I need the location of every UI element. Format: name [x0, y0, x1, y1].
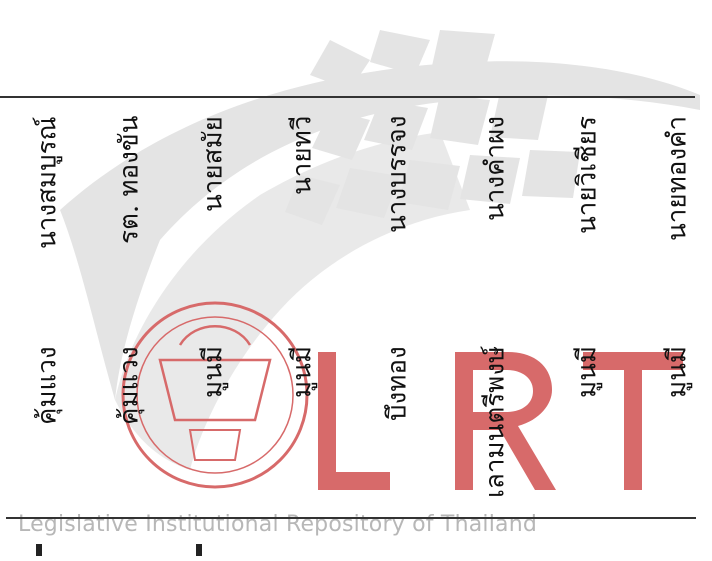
name-cell: นางบรรจง: [382, 116, 413, 234]
table-top-rule: [0, 96, 695, 98]
place-cell: มูนมี: [287, 346, 318, 399]
place-cell: บึงทอง: [382, 346, 413, 421]
watermark-text: Legislative Institutional Repository of …: [18, 512, 538, 537]
table-bottom-rule: [6, 517, 696, 519]
name-cell: รต. ทองขัน: [114, 116, 145, 245]
name-cell: นายสมัย: [198, 116, 229, 212]
watermark-letters: [318, 352, 683, 490]
table-row: คุ้มแวง นางสมบูรณ์: [30, 110, 64, 510]
place-cell: คุ้มแวง: [114, 346, 145, 425]
table-row: มูนมี นายสมัย: [196, 110, 230, 510]
name-cell: นางสมบูรณ์: [32, 116, 63, 249]
place-cell: มูนมี: [572, 346, 603, 399]
table-row: คุ้มแวง รต. ทองขัน: [112, 110, 146, 510]
table-row: บึงทอง นางบรรจง: [380, 110, 414, 510]
name-cell: นายวิเชียร: [572, 116, 603, 234]
watermark-swoosh: [60, 30, 700, 470]
name-cell: นางคำผง: [480, 116, 511, 221]
name-cell: นายทวี: [287, 116, 318, 196]
table-row: มูนมี นายวิเชียร: [570, 110, 604, 510]
table-row: มูนมี นายทองคำ: [660, 110, 694, 510]
emblem-seal: [121, 301, 309, 489]
cropped-text-fragments: [28, 532, 228, 556]
place-cell: คุ้มแวง: [32, 346, 63, 425]
place-cell: เลามนตรีพงษ์: [480, 346, 511, 499]
table-row: เลามนตรีพงษ์ นางคำผง: [478, 110, 512, 510]
name-cell: นายทองคำ: [662, 116, 693, 242]
place-cell: มูนมี: [198, 346, 229, 399]
place-cell: มูนมี: [662, 346, 693, 399]
table-row: มูนมี นายทวี: [285, 110, 319, 510]
